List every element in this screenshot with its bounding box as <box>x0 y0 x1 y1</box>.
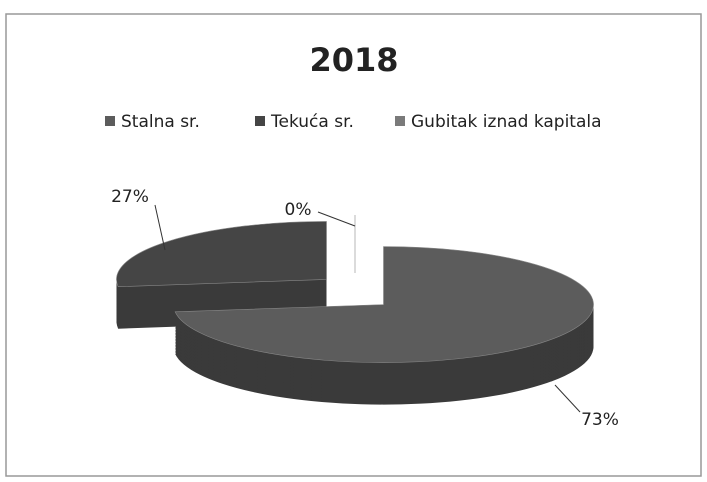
leader-line <box>554 384 581 413</box>
legend-label: Tekuća sr. <box>270 112 354 132</box>
legend-label: Stalna sr. <box>121 112 200 132</box>
legend-marker <box>105 116 115 126</box>
data-label: 0% <box>285 200 312 220</box>
legend-marker <box>255 116 265 126</box>
data-label: 73% <box>581 410 619 430</box>
chart-title: 2018 <box>309 41 398 79</box>
legend-label: Gubitak iznad kapitala <box>411 112 602 132</box>
data-label: 27% <box>111 187 149 207</box>
leader-line <box>154 204 166 251</box>
chart-frame <box>5 13 702 477</box>
pie-slice <box>174 246 594 363</box>
pie-slice <box>116 221 327 288</box>
leader-line <box>317 211 356 227</box>
legend-marker <box>395 116 405 126</box>
